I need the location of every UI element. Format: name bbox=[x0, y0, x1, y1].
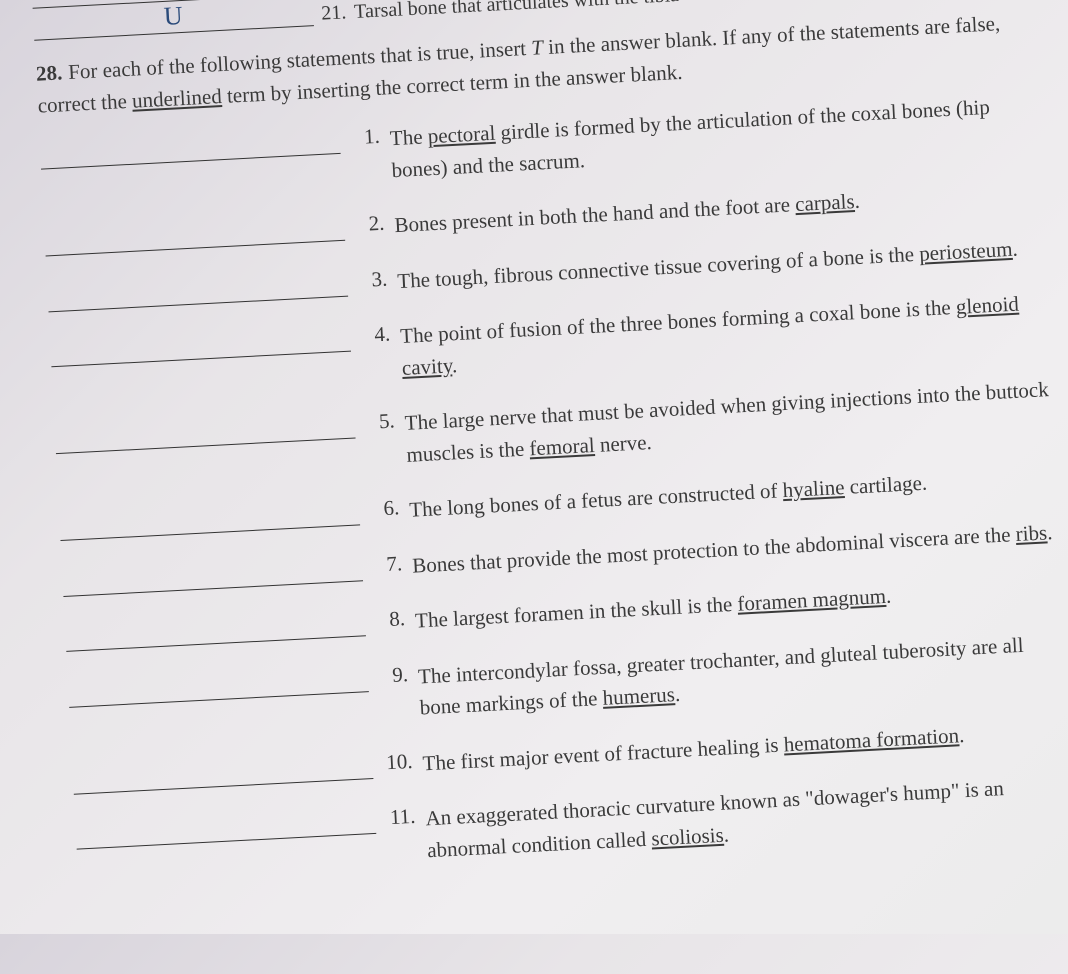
item-text-before: The bbox=[389, 124, 428, 150]
item-underlined-term: periosteum bbox=[919, 236, 1013, 265]
item-text-before: Bones present in both the hand and the f… bbox=[394, 192, 796, 237]
answer-blank[interactable] bbox=[44, 213, 345, 257]
answer-blank[interactable] bbox=[75, 806, 376, 850]
item-text-after: . bbox=[854, 189, 860, 213]
item-number: 3. bbox=[359, 266, 388, 292]
answer-blank[interactable] bbox=[33, 2, 314, 41]
item-text-before: Bones that provide the most protection t… bbox=[412, 522, 1017, 578]
item-number: 11. bbox=[387, 804, 416, 830]
item-underlined-term: hyaline bbox=[782, 475, 845, 502]
preline-number: 21. bbox=[321, 1, 347, 25]
item-text-before: The long bones of a fetus are constructe… bbox=[409, 478, 784, 522]
item-text-before: An exaggerated thoracic curvature known … bbox=[425, 776, 1004, 862]
item-underlined-term: humerus bbox=[602, 682, 675, 710]
item-underlined-term: scoliosis bbox=[651, 822, 725, 850]
item-text-before: The tough, fibrous connective tissue cov… bbox=[397, 241, 920, 292]
item-text: The large nerve that must be avoided whe… bbox=[404, 374, 1056, 471]
item-text: An exaggerated thoracic curvature known … bbox=[425, 769, 1068, 866]
item-text-after: nerve. bbox=[594, 430, 652, 457]
item-text-before: The large nerve that must be avoided whe… bbox=[404, 377, 1049, 466]
item-text: The point of fusion of the three bones f… bbox=[399, 287, 1051, 384]
answer-blank[interactable] bbox=[59, 497, 360, 541]
item-number: 9. bbox=[379, 662, 408, 688]
item-underlined-term: pectoral bbox=[427, 121, 496, 149]
item-underlined-term: ribs bbox=[1015, 520, 1048, 546]
item-text-after: . bbox=[674, 682, 680, 706]
item-text: The long bones of a fetus are constructe… bbox=[409, 461, 1060, 526]
item-text: Bones that provide the most protection t… bbox=[411, 516, 1062, 581]
answer-blank[interactable] bbox=[50, 324, 351, 368]
item-text-after: . bbox=[723, 822, 729, 846]
worksheet-page: bone (hip bone) formed by the pubic and … bbox=[0, 0, 1068, 952]
item-text: The tough, fibrous connective tissue cov… bbox=[397, 232, 1048, 297]
answer-blank[interactable] bbox=[65, 608, 366, 652]
item-number: 10. bbox=[384, 748, 413, 774]
items-section: 1. The pectoral girdle is formed by the a… bbox=[40, 89, 1068, 884]
question-number: 28. bbox=[35, 60, 62, 85]
item-text: The largest foramen in the skull is the … bbox=[414, 572, 1065, 637]
item-number: 2. bbox=[356, 211, 385, 237]
item-number: 5. bbox=[366, 408, 395, 434]
answer-blank[interactable] bbox=[47, 268, 348, 312]
item-text-before: The first major event of fracture healin… bbox=[422, 732, 784, 775]
question-underlined-word: underlined bbox=[131, 84, 222, 113]
item-text-before: The intercondylar fossa, greater trochan… bbox=[417, 632, 1024, 719]
item-underlined-term: femoral bbox=[529, 432, 595, 459]
item-text: Bones present in both the hand and the f… bbox=[394, 176, 1045, 241]
item-text-after: . bbox=[958, 723, 964, 747]
item-text-after: . bbox=[1012, 236, 1018, 260]
answer-blank[interactable] bbox=[62, 553, 363, 597]
item-text: The pectoral girdle is formed by the art… bbox=[389, 89, 1041, 186]
item-text-after: . bbox=[885, 584, 891, 608]
item-number: 8. bbox=[376, 606, 405, 632]
item-underlined-term: hematoma formation bbox=[783, 723, 960, 756]
item-underlined-term: foramen magnum bbox=[737, 584, 887, 616]
item-text-after: cartilage. bbox=[844, 471, 928, 499]
item-number: 7. bbox=[374, 551, 403, 577]
answer-blank[interactable] bbox=[40, 126, 341, 170]
item-text-after: . bbox=[1046, 520, 1052, 544]
item-text: The first major event of fracture healin… bbox=[422, 714, 1068, 779]
answer-blank[interactable] bbox=[68, 664, 369, 708]
item-number: 1. bbox=[351, 124, 380, 150]
item-text-after: . bbox=[451, 353, 457, 377]
item-number: 6. bbox=[371, 495, 400, 521]
item-text: The intercondylar fossa, greater trochan… bbox=[417, 627, 1068, 724]
answer-blank[interactable] bbox=[55, 411, 356, 455]
item-underlined-term: carpals bbox=[795, 189, 856, 216]
item-text-before: The point of fusion of the three bones f… bbox=[400, 295, 957, 348]
item-text-before: The largest foramen in the skull is the bbox=[415, 592, 739, 633]
answer-blank[interactable] bbox=[72, 751, 373, 795]
item-number: 4. bbox=[362, 322, 391, 348]
